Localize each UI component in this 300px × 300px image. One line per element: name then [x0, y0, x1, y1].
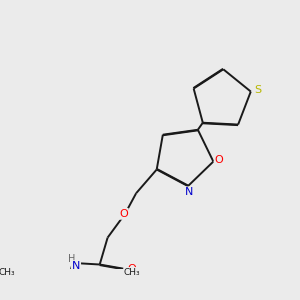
Text: S: S	[254, 85, 261, 95]
Text: N: N	[72, 261, 80, 271]
Text: O: O	[127, 264, 136, 274]
Text: N: N	[185, 188, 194, 197]
Text: CH₃: CH₃	[124, 268, 141, 277]
Text: O: O	[119, 209, 128, 219]
Text: H: H	[68, 254, 75, 264]
Text: CH₃: CH₃	[0, 268, 15, 277]
Text: O: O	[215, 155, 224, 165]
